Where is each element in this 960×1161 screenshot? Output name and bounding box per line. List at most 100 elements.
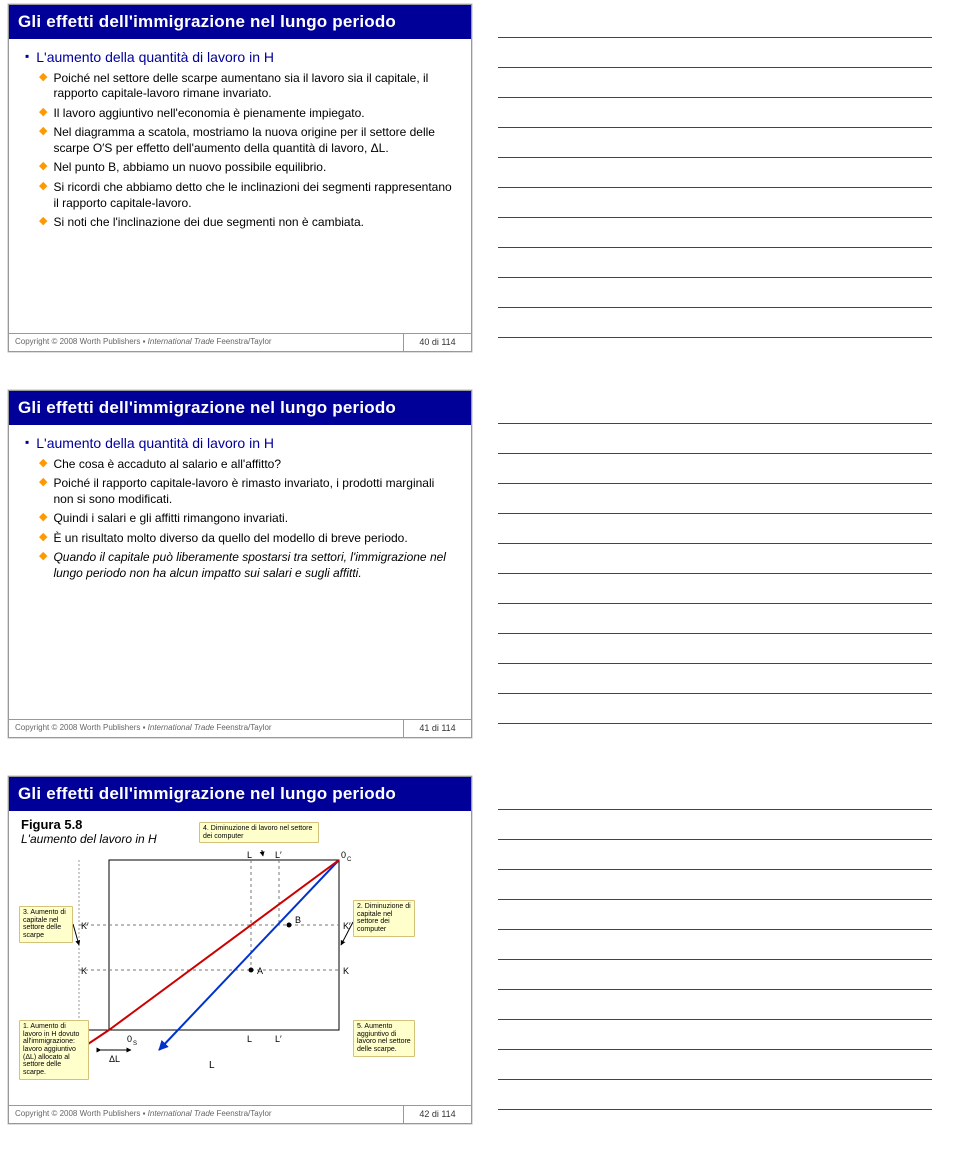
figure-label-block: Figura 5.8 L'aumento del lavoro in H — [21, 817, 157, 846]
bullet-dot: ◆ — [39, 125, 47, 156]
bullet-level2: ◆ Si noti che l'inclinazione dei due segm… — [39, 215, 457, 231]
svg-text:S: S — [133, 1041, 137, 1047]
note-line — [498, 484, 932, 514]
note-line — [498, 1020, 932, 1050]
svg-text:K′: K′ — [81, 921, 89, 931]
row-gap — [0, 742, 960, 772]
bullet-dot: ◆ — [39, 71, 47, 102]
notes-column — [480, 386, 960, 742]
copyright-text: Copyright © 2008 Worth Publishers ▪ — [15, 1109, 148, 1118]
row-slide-42: Gli effetti dell'immigrazione nel lungo … — [0, 772, 960, 1128]
bullet-dot: ◆ — [39, 476, 47, 507]
bullet-level1: ▪ L'aumento della quantità di lavoro in … — [25, 435, 457, 453]
bullet-level2: ◆Nel diagramma a scatola, mostriamo la n… — [39, 125, 457, 156]
svg-text:K: K — [81, 966, 87, 976]
note-line — [498, 840, 932, 870]
bullet-dot: ◆ — [39, 457, 47, 473]
note-line — [498, 394, 932, 424]
annotation-4: 4. Diminuzione di lavoro nel settore dei… — [199, 822, 319, 843]
notes-column — [480, 0, 960, 356]
note-line — [498, 780, 932, 810]
copyright-tail: Feenstra/Taylor — [214, 1109, 271, 1118]
bullet-text: Si noti che l'inclinazione dei due segme… — [53, 215, 363, 231]
point-a-label: A — [257, 966, 263, 976]
figure-label: Figura 5.8 — [21, 817, 157, 832]
annotation-2: 2. Diminuzione di capitale nel settore d… — [353, 900, 415, 937]
slide-40: Gli effetti dell'immigrazione nel lungo … — [8, 4, 472, 352]
note-line — [498, 218, 932, 248]
note-line — [498, 604, 932, 634]
note-line — [498, 8, 932, 38]
annotation-5: 5. Aumento aggiuntivo di lavoro nel sett… — [353, 1020, 415, 1057]
bullet-level2: ◆Poiché nel settore delle scarpe aumenta… — [39, 71, 457, 102]
copyright: Copyright © 2008 Worth Publishers ▪ Inte… — [9, 334, 403, 351]
slide-column: Gli effetti dell'immigrazione nel lungo … — [0, 386, 480, 742]
page-number: 41 di 114 — [403, 720, 471, 737]
copyright-tail: Feenstra/Taylor — [214, 723, 271, 732]
annotation-1: 1. Aumento di lavoro in H dovuto all'imm… — [19, 1020, 89, 1080]
slide-footer: Copyright © 2008 Worth Publishers ▪ Inte… — [9, 1105, 471, 1123]
slide-41: Gli effetti dell'immigrazione nel lungo … — [8, 390, 472, 738]
svg-text:L′: L′ — [275, 850, 282, 860]
figure-subtitle: L'aumento del lavoro in H — [21, 832, 157, 846]
note-line — [498, 810, 932, 840]
note-line — [498, 128, 932, 158]
slide-body: ▪ L'aumento della quantità di lavoro in … — [9, 425, 471, 719]
svg-text:ΔL: ΔL — [109, 1054, 120, 1064]
svg-text:0: 0 — [127, 1034, 132, 1044]
bullet-level2: ◆ È un risultato molto diverso da quello … — [39, 531, 457, 547]
slide-body: ▪ L'aumento della quantità di lavoro in … — [9, 39, 471, 333]
row-slide-40: Gli effetti dell'immigrazione nel lungo … — [0, 0, 960, 356]
bullet-dot: ◆ — [39, 180, 47, 211]
copyright-tail: Feenstra/Taylor — [214, 337, 271, 346]
bullet-text: Poiché il rapporto capitale-lavoro è rim… — [53, 476, 457, 507]
bullet-dot: ◆ — [39, 531, 47, 547]
bullet-text: Che cosa è accaduto al salario e all'aff… — [53, 457, 281, 473]
bullet-level2: ◆Si ricordi che abbiamo detto che le inc… — [39, 180, 457, 211]
bullet-dot: ▪ — [25, 435, 29, 453]
bullet-text: Poiché nel settore delle scarpe aumentan… — [53, 71, 457, 102]
annotation-3: 3. Aumento di capitale nel settore delle… — [19, 906, 73, 943]
bullet-text: Nel punto B, abbiamo un nuovo possibile … — [53, 160, 326, 176]
notes-column — [480, 772, 960, 1128]
slide-column: Gli effetti dell'immigrazione nel lungo … — [0, 0, 480, 356]
note-line — [498, 98, 932, 128]
copyright-italic: International Trade — [148, 1109, 215, 1118]
row-gap — [0, 356, 960, 386]
note-line — [498, 308, 932, 338]
bullet-text: L'aumento della quantità di lavoro in H — [36, 49, 274, 67]
note-line — [498, 188, 932, 218]
svg-text:L: L — [247, 1034, 252, 1044]
bullet-text: Si ricordi che abbiamo detto che le incl… — [53, 180, 457, 211]
note-line — [498, 1080, 932, 1110]
slide-42: Gli effetti dell'immigrazione nel lungo … — [8, 776, 472, 1124]
bullet-text: Quando il capitale può liberamente spost… — [53, 550, 457, 581]
copyright-text: Copyright © 2008 Worth Publishers ▪ — [15, 723, 148, 732]
note-line — [498, 248, 932, 278]
svg-text:L: L — [247, 850, 252, 860]
bullet-text: È un risultato molto diverso da quello d… — [53, 531, 407, 547]
slide-title: Gli effetti dell'immigrazione nel lungo … — [9, 777, 471, 811]
bullet-level2: ◆Quindi i salari e gli affitti rimangono… — [39, 511, 457, 527]
copyright: Copyright © 2008 Worth Publishers ▪ Inte… — [9, 720, 403, 737]
svg-text:0: 0 — [341, 850, 346, 860]
bullet-dot: ◆ — [39, 160, 47, 176]
note-line — [498, 158, 932, 188]
slide-footer: Copyright © 2008 Worth Publishers ▪ Inte… — [9, 333, 471, 351]
note-line — [498, 514, 932, 544]
bullet-text: Nel diagramma a scatola, mostriamo la nu… — [53, 125, 457, 156]
copyright: Copyright © 2008 Worth Publishers ▪ Inte… — [9, 1106, 403, 1123]
svg-text:K′: K′ — [343, 921, 351, 931]
point-b-label: B — [295, 915, 301, 925]
note-line — [498, 574, 932, 604]
bullet-level2: ◆ Nel punto B, abbiamo un nuovo possibile… — [39, 160, 457, 176]
note-line — [498, 278, 932, 308]
slide-title: Gli effetti dell'immigrazione nel lungo … — [9, 391, 471, 425]
slide-title: Gli effetti dell'immigrazione nel lungo … — [9, 5, 471, 39]
bullet-dot: ◆ — [39, 215, 47, 231]
note-line — [498, 544, 932, 574]
bullet-level1: ▪ L'aumento della quantità di lavoro in … — [25, 49, 457, 67]
box-diagram: 4. Diminuzione di lavoro nel settore dei… — [19, 850, 461, 1101]
slide-footer: Copyright © 2008 Worth Publishers ▪ Inte… — [9, 719, 471, 737]
bullet-dot: ◆ — [39, 550, 47, 581]
